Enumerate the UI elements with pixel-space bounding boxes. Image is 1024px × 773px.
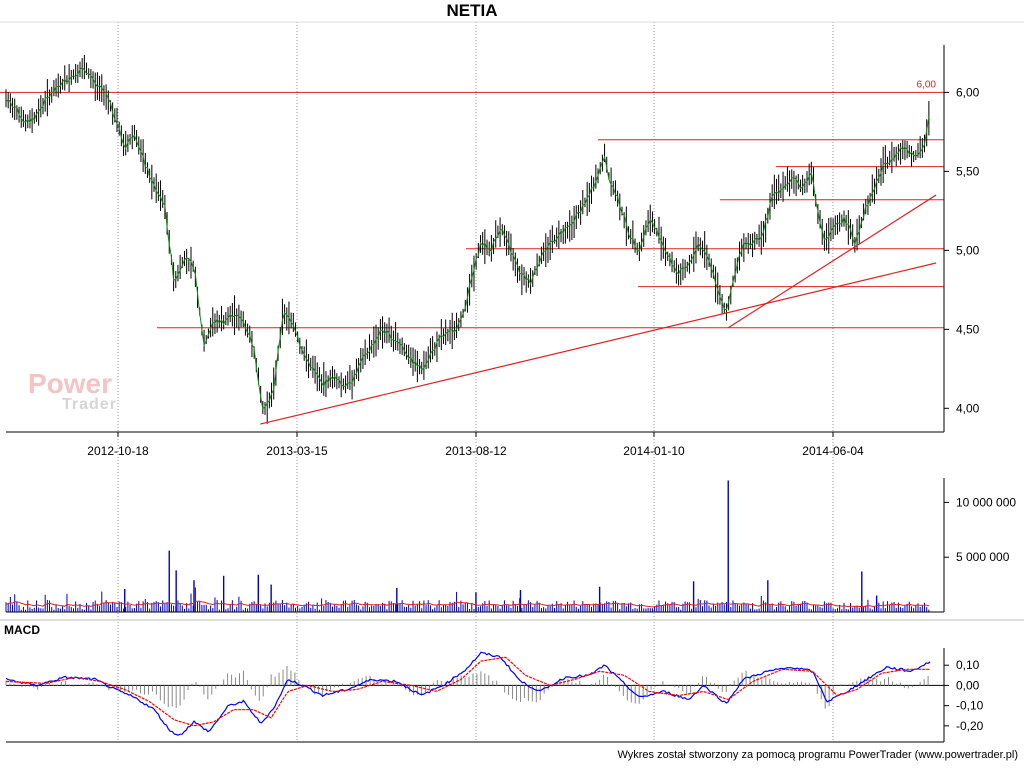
trend-line xyxy=(260,262,937,425)
x-tick-label: 2013-08-12 xyxy=(445,444,507,458)
macd-y-tick-label: 0,10 xyxy=(956,658,980,672)
volume-average-line xyxy=(5,600,930,608)
x-tick-label: 2013-03-15 xyxy=(266,444,328,458)
x-tick-label: 2012-10-18 xyxy=(87,444,149,458)
price-y-tick-label: 6,00 xyxy=(956,85,980,99)
x-tick-label: 2014-01-10 xyxy=(623,444,685,458)
price-y-tick-label: 5,00 xyxy=(956,243,980,257)
x-tick-label: 2014-06-04 xyxy=(802,444,864,458)
price-y-tick-label: 5,50 xyxy=(956,164,980,178)
macd-line xyxy=(5,651,931,736)
volume-y-tick-label: 5 000 000 xyxy=(956,550,1010,564)
macd-y-tick-label: -0,20 xyxy=(956,719,984,733)
volume-y-tick-label: 10 000 000 xyxy=(956,495,1016,509)
close-price-line xyxy=(5,66,930,410)
trend-line xyxy=(727,194,937,329)
macd-panel-title: MACD xyxy=(4,623,40,637)
macd-y-tick-label: -0,10 xyxy=(956,699,984,713)
price-y-tick-label: 4,50 xyxy=(956,322,980,336)
macd-y-tick-label: 0,00 xyxy=(956,678,980,692)
chart-title: NETIA xyxy=(446,1,498,20)
level-annotation: 6,00 xyxy=(917,79,937,90)
price-y-tick-label: 4,00 xyxy=(956,401,980,415)
macd-signal-line xyxy=(5,656,931,727)
footer-credit: Wykres został stworzony za pomocą progra… xyxy=(617,749,1018,761)
